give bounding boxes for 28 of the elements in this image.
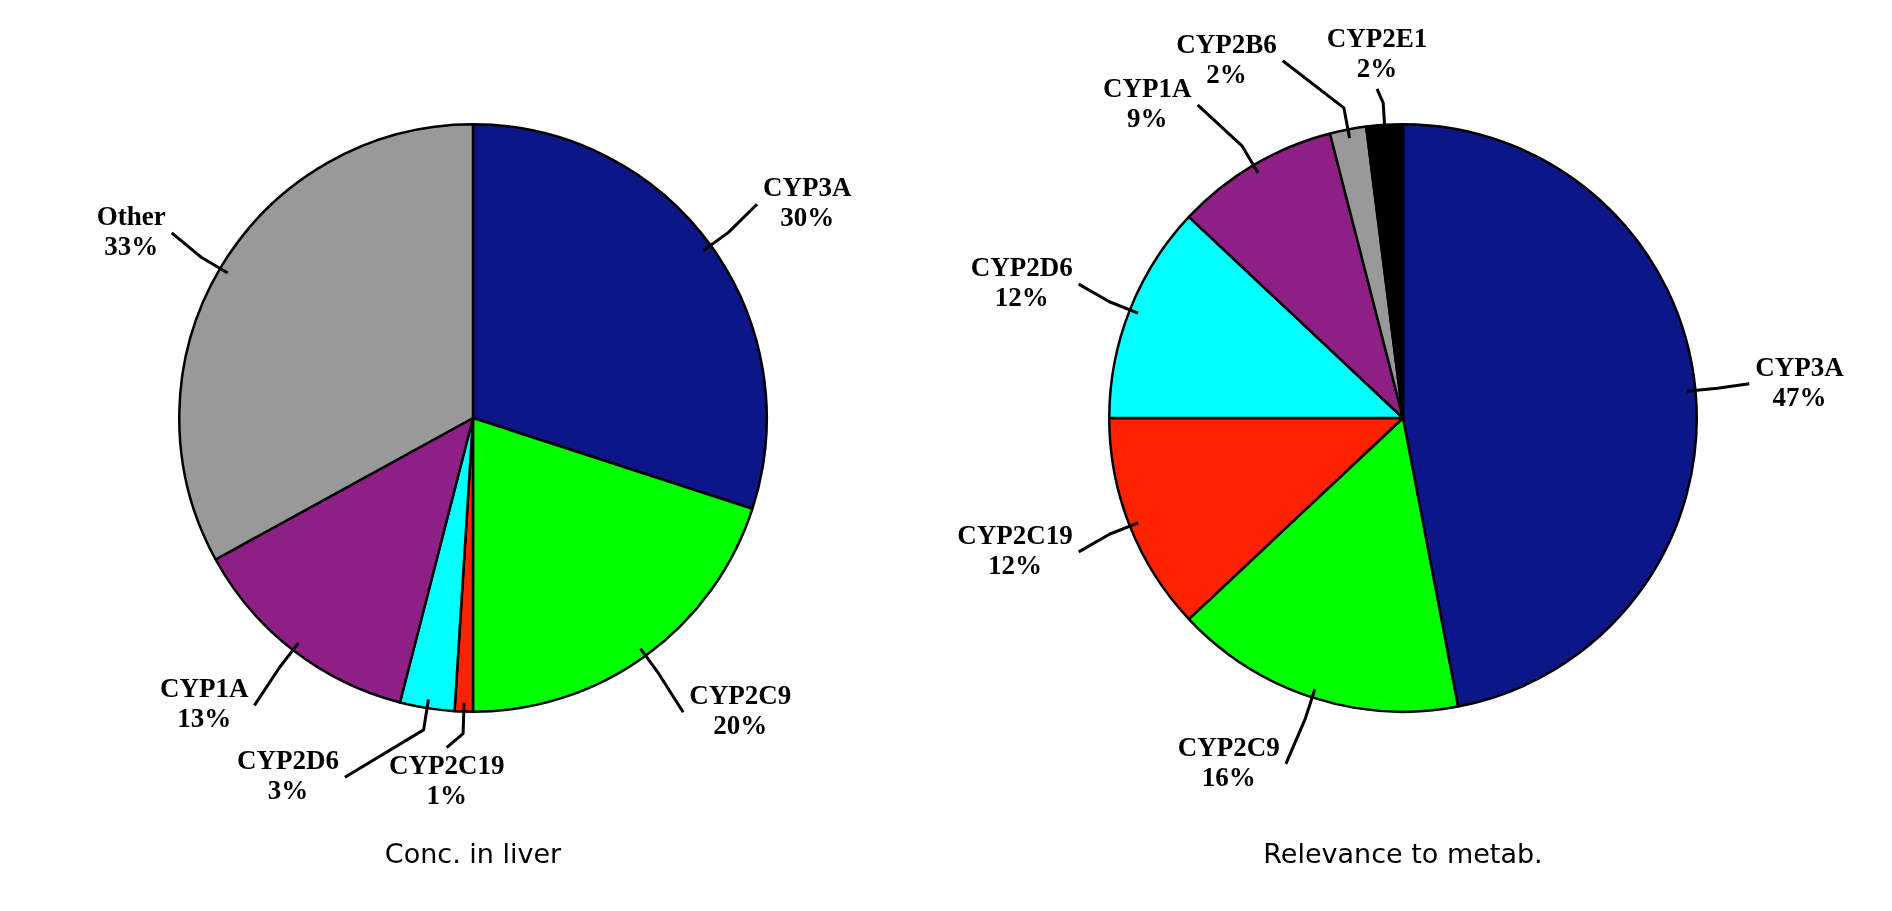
slice-label: CYP3A: [763, 172, 852, 203]
data-label: 16%: [1201, 761, 1256, 792]
slice-label: CYP2B6: [1176, 28, 1277, 59]
slice-label: CYP3A: [1755, 351, 1845, 382]
slice-label: CYP2E1: [1326, 22, 1428, 53]
slice-label: CYP2C19: [388, 749, 505, 780]
slice-label: CYP2C9: [1177, 731, 1280, 762]
data-label: 9%: [1127, 102, 1168, 133]
slice-label: CYP1A: [1103, 72, 1193, 103]
slice-label: CYP1A: [159, 673, 249, 704]
text: Conc. in liver: [383, 838, 563, 869]
slice-label: CYP2C19: [957, 519, 1073, 550]
text: Relevance to metab.: [1262, 838, 1544, 869]
data-label: 3%: [267, 775, 309, 806]
data-label: 20%: [713, 710, 768, 741]
data-label: 12%: [994, 282, 1049, 313]
slice-label: CYP2C9: [689, 680, 792, 711]
data-label: 47%: [1772, 381, 1827, 412]
data-label: 2%: [1356, 52, 1398, 83]
data-label: 12%: [987, 549, 1042, 580]
slice-label: CYP2D6: [970, 252, 1073, 283]
data-label: 30%: [780, 202, 835, 233]
slice-label: CYP2D6: [236, 745, 339, 776]
data-label: 2%: [1206, 58, 1247, 89]
data-label: 33%: [104, 230, 159, 261]
slice-label: Other: [96, 200, 166, 231]
data-label: 1%: [426, 779, 467, 810]
data-label: 13%: [177, 703, 232, 734]
